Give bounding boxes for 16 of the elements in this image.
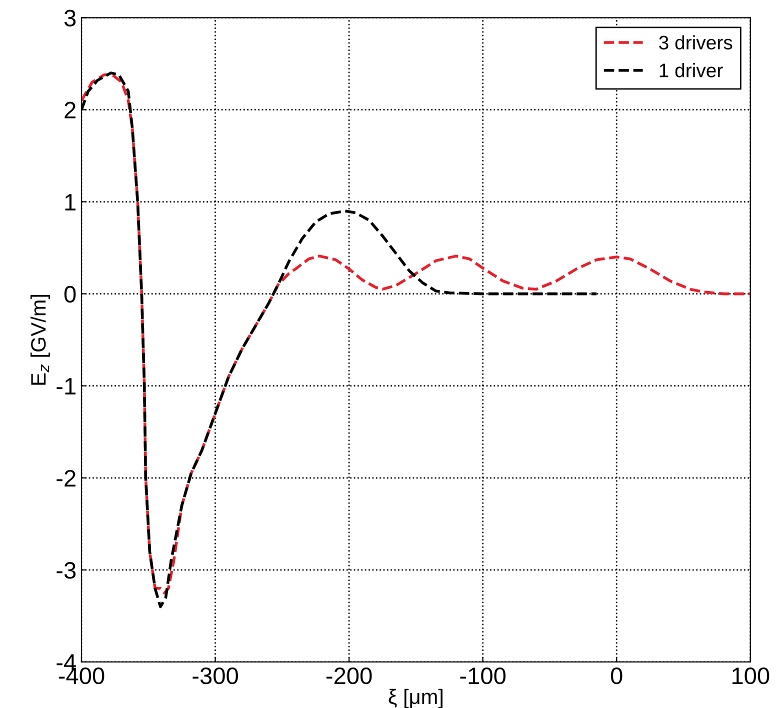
y-tick-label: 1 (65, 194, 76, 210)
legend-label: 3 drivers (659, 35, 732, 50)
y-tick-label: 2 (64, 102, 76, 118)
legend-label: 1 driver (660, 63, 723, 78)
y-tick-label: -3 (56, 562, 76, 579)
x-axis-title: ξ [μm] (388, 688, 442, 708)
y-tick-label: 0 (64, 286, 76, 303)
y-tick-label: 3 (64, 10, 76, 26)
y-tick-label: -1 (56, 378, 76, 394)
x-tick-label: -300 (192, 667, 238, 684)
y-tick-label: -2 (56, 470, 76, 486)
y-axis-title: E$_{z}$ [GV/m] (30, 294, 50, 385)
x-tick-label: -200 (326, 667, 372, 684)
x-tick-label: 100 (732, 667, 770, 684)
x-tick-label: -100 (460, 667, 506, 684)
x-tick-label: 0 (610, 667, 622, 684)
